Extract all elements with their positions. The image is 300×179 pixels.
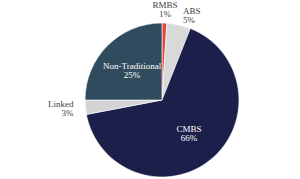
pie-labels: RMBS1%ABS5%CMBS66%Linked3%Non-Traditiona… [48,0,202,143]
slice-value-label: 66% [181,133,198,143]
chart: RMBS1%ABS5%CMBS66%Linked3%Non-Traditiona… [0,0,300,179]
slice-value-label: 1% [159,9,172,19]
pie-slices [85,23,239,177]
slice-value-label: 5% [183,15,196,25]
slice-value-label: 3% [61,108,74,118]
slice-value-label: 25% [124,70,141,80]
pie-slice [85,100,162,114]
pie-slice [85,23,162,100]
